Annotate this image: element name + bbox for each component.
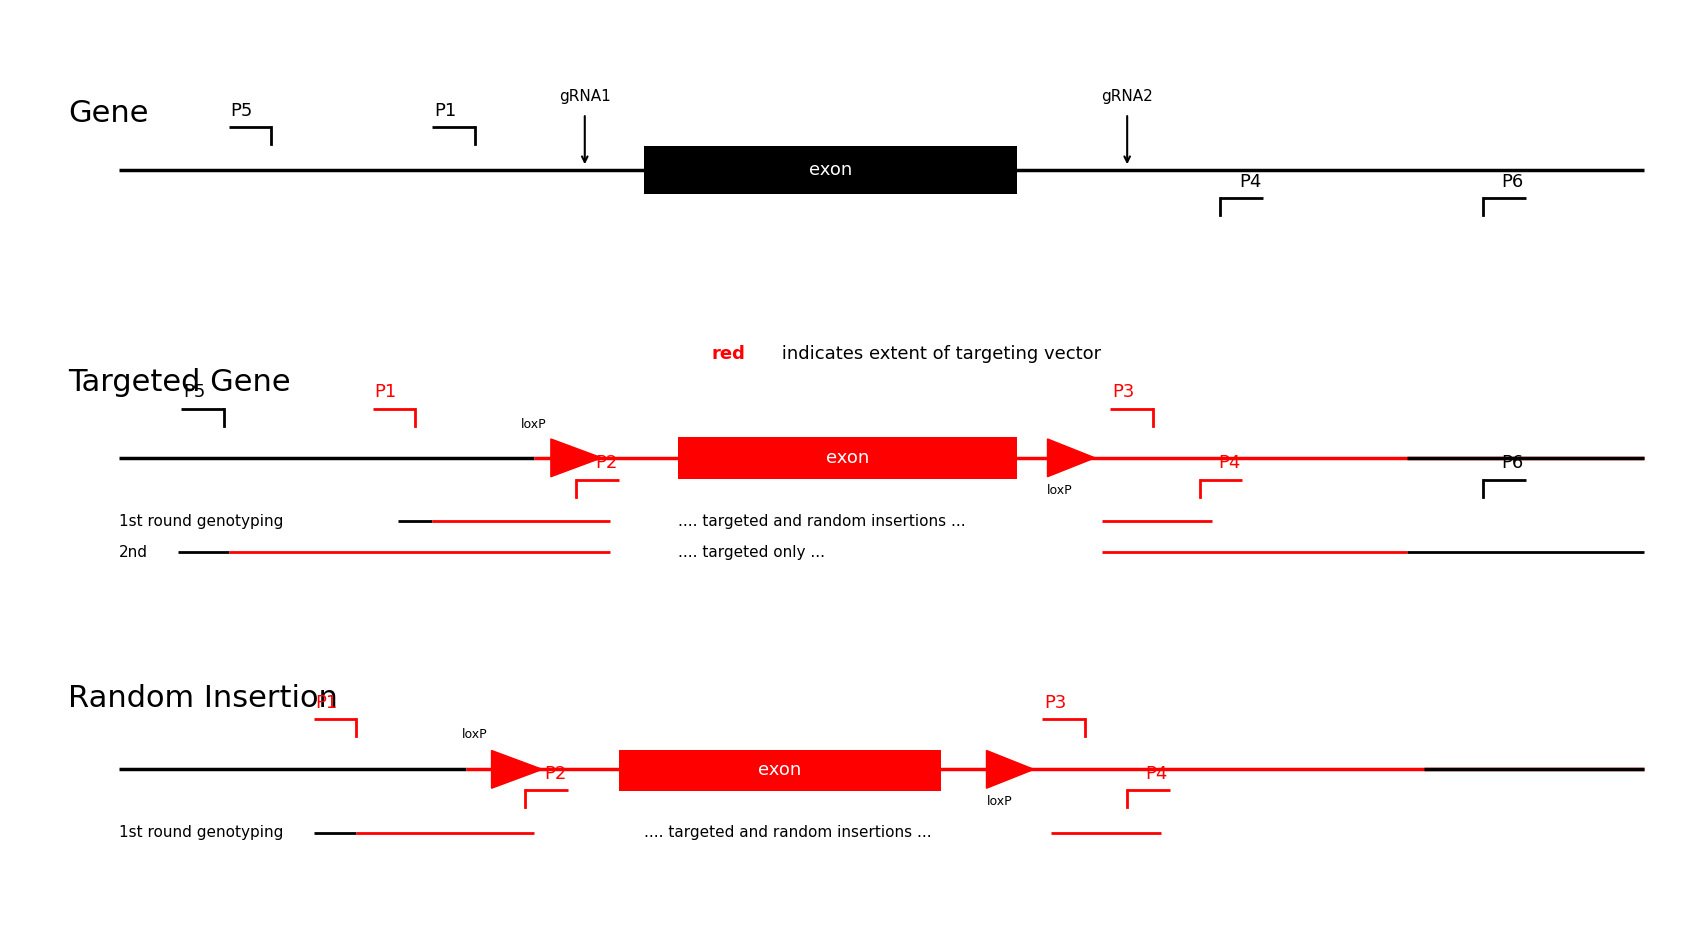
Text: loxP: loxP — [1046, 484, 1073, 497]
Text: P6: P6 — [1502, 454, 1524, 472]
Text: exon: exon — [809, 160, 853, 179]
Text: loxP: loxP — [986, 795, 1014, 808]
Polygon shape — [986, 750, 1034, 788]
FancyBboxPatch shape — [644, 146, 1017, 194]
Text: gRNA1: gRNA1 — [559, 89, 610, 104]
Text: P4: P4 — [1146, 765, 1168, 783]
Text: Random Insertion: Random Insertion — [68, 684, 337, 713]
Text: 1st round genotyping: 1st round genotyping — [119, 825, 283, 840]
Text: .... targeted only ...: .... targeted only ... — [678, 545, 825, 560]
Text: Gene: Gene — [68, 99, 147, 127]
Text: P2: P2 — [595, 454, 617, 472]
Text: P4: P4 — [1239, 173, 1261, 191]
Text: Targeted Gene: Targeted Gene — [68, 368, 290, 396]
Text: red: red — [712, 345, 746, 363]
Text: loxP: loxP — [520, 418, 547, 431]
Text: P6: P6 — [1502, 173, 1524, 191]
Polygon shape — [492, 750, 542, 788]
Text: loxP: loxP — [461, 728, 488, 741]
Text: P4: P4 — [1219, 454, 1241, 472]
FancyBboxPatch shape — [619, 750, 941, 791]
Text: P1: P1 — [375, 383, 397, 401]
Text: P2: P2 — [544, 765, 566, 783]
Text: P1: P1 — [434, 102, 456, 120]
Text: P3: P3 — [1112, 383, 1134, 401]
Text: P5: P5 — [231, 102, 253, 120]
Text: 1st round genotyping: 1st round genotyping — [119, 514, 283, 529]
Text: P5: P5 — [183, 383, 205, 401]
Polygon shape — [1048, 439, 1095, 477]
FancyBboxPatch shape — [678, 437, 1017, 479]
Text: indicates extent of targeting vector: indicates extent of targeting vector — [776, 345, 1102, 363]
Text: .... targeted and random insertions ...: .... targeted and random insertions ... — [644, 825, 932, 840]
Text: exon: exon — [825, 448, 870, 467]
Text: exon: exon — [758, 761, 802, 780]
Text: 2nd: 2nd — [119, 545, 147, 560]
Polygon shape — [551, 439, 602, 477]
Text: .... targeted and random insertions ...: .... targeted and random insertions ... — [678, 514, 966, 529]
Text: gRNA2: gRNA2 — [1102, 89, 1153, 104]
Text: P1: P1 — [315, 694, 337, 712]
Text: P3: P3 — [1044, 694, 1066, 712]
